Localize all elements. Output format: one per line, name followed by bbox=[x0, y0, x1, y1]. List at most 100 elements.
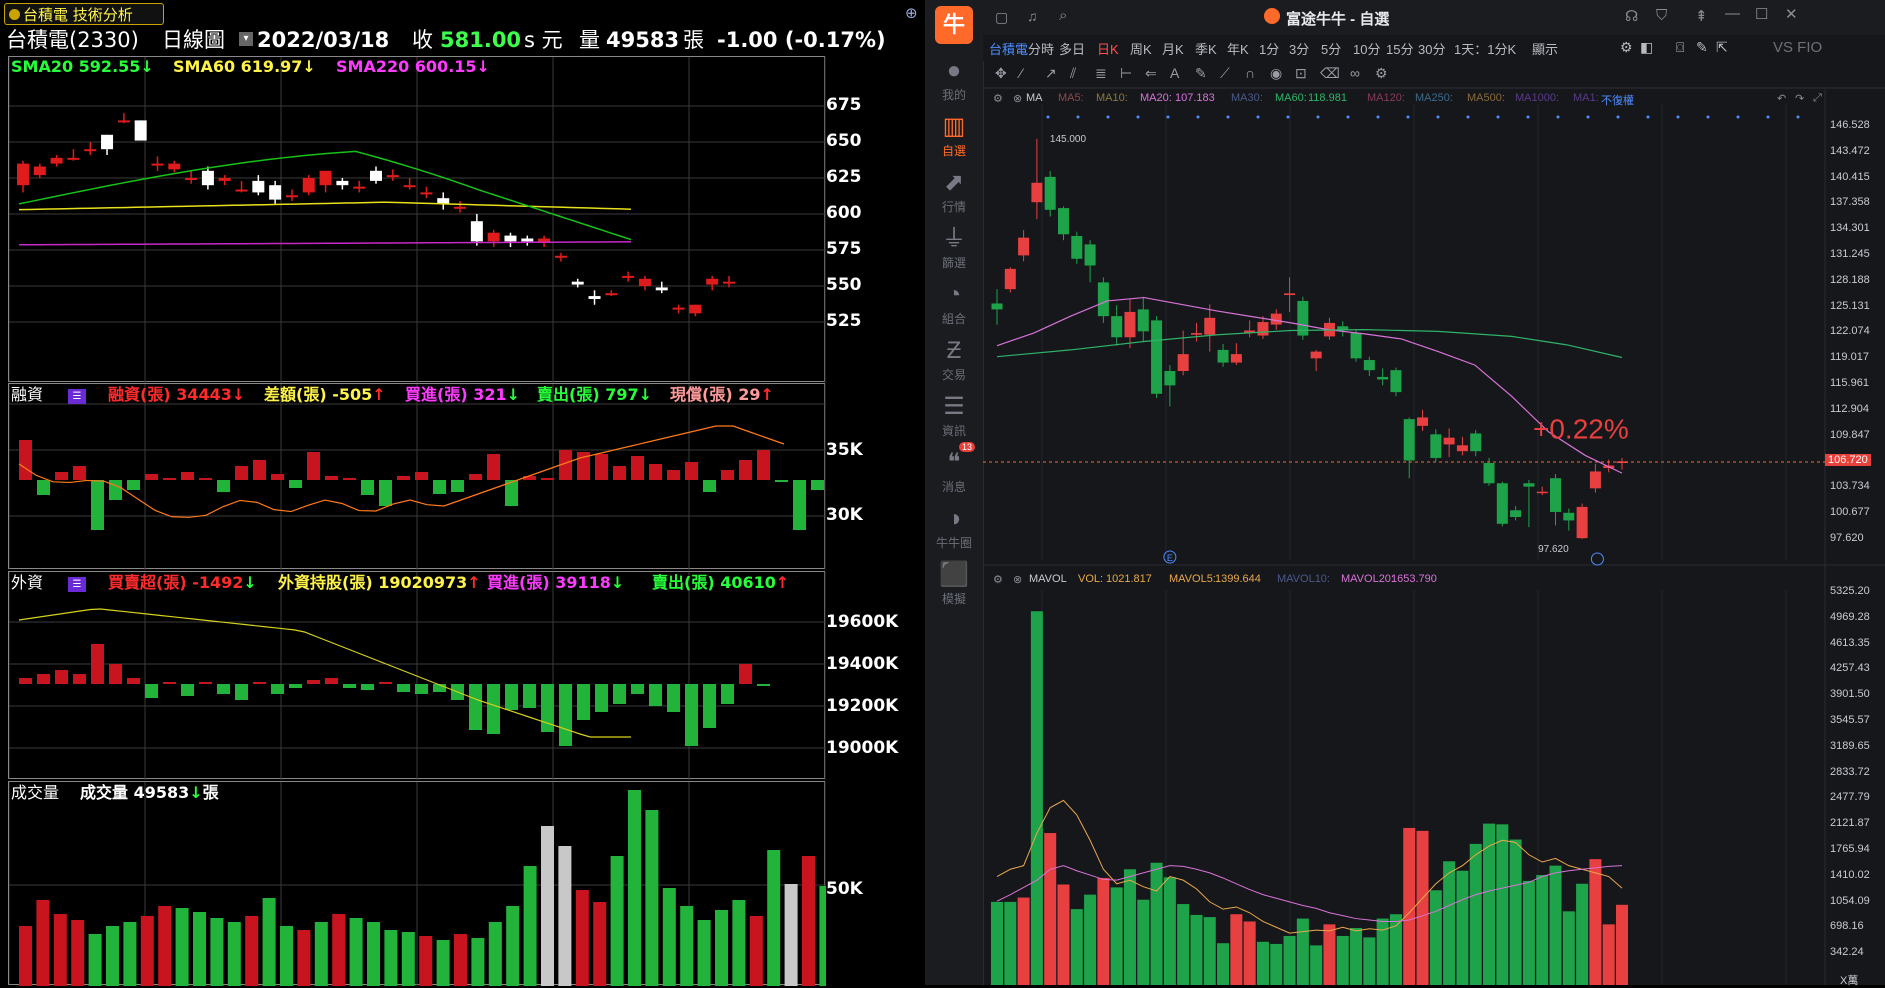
list-icon[interactable]: ☰ bbox=[68, 577, 86, 592]
undo-icon[interactable]: ↶ bbox=[1777, 93, 1787, 105]
settings-icon[interactable]: ⚙ bbox=[1375, 65, 1388, 81]
vol-gear-icon[interactable]: ⚙ bbox=[993, 574, 1003, 586]
timeframe-tab[interactable]: 10分 bbox=[1353, 42, 1381, 57]
vol-close-icon[interactable]: ⊗ bbox=[1013, 574, 1023, 586]
camera-icon[interactable]: ⌼ bbox=[1676, 39, 1685, 55]
text-icon[interactable]: A bbox=[1170, 65, 1180, 81]
lock-icon[interactable]: ⊡ bbox=[1295, 65, 1307, 81]
period-dropdown-icon[interactable]: ▾ bbox=[239, 32, 253, 46]
futu-volume-bar bbox=[1522, 880, 1535, 985]
futu-volume-bar bbox=[1137, 899, 1150, 985]
sidebar-item-8[interactable]: ◑ 牛牛圈 bbox=[925, 506, 983, 551]
mavol5-value: 1399.644 bbox=[1215, 573, 1261, 585]
timeframe-tab[interactable]: 1分 bbox=[1259, 42, 1280, 57]
sidebar-item-6[interactable]: ☰ 資訊 bbox=[925, 394, 983, 439]
bell-icon[interactable]: ♫ bbox=[1027, 8, 1038, 24]
futu-candle-body bbox=[1071, 235, 1083, 259]
channel-icon[interactable]: ⫽ bbox=[1070, 65, 1077, 81]
futu-price-tick: 122.074 bbox=[1830, 325, 1870, 338]
line-icon[interactable]: ⁄ bbox=[1020, 65, 1023, 81]
sidebar-item-9[interactable]: ⬛ 模擬 bbox=[925, 562, 983, 607]
app-title-logo-icon bbox=[1264, 8, 1280, 24]
window-tab[interactable]: 台積電 技術分析 bbox=[4, 3, 164, 25]
tab-title: 台積電 技術分析 bbox=[23, 6, 133, 24]
pin-icon[interactable]: ⇞ bbox=[1695, 8, 1708, 25]
search-icon[interactable]: ⌕ bbox=[1059, 7, 1068, 24]
sidebar-item-5[interactable]: Ƶ 交易 bbox=[925, 338, 983, 383]
timeframe-tab[interactable]: 周K bbox=[1130, 42, 1152, 57]
pattern-icon[interactable]: ⟋ bbox=[1220, 65, 1230, 81]
color-icon[interactable]: ◧ bbox=[1640, 39, 1654, 55]
futu-price-tick: 125.131 bbox=[1830, 299, 1870, 312]
sidebar-item-0[interactable]: ● 我的 bbox=[925, 58, 983, 103]
fullscreen-icon[interactable]: ⤢ bbox=[1813, 92, 1822, 104]
sidebar-item-label: 消息 bbox=[941, 480, 966, 494]
margin-repay-text: 現償(張) 29 bbox=[670, 385, 761, 404]
ma-gear-icon[interactable]: ⚙ bbox=[993, 93, 1003, 105]
sidebar: 牛 ● 我的 ▥ 自選 ⬈ 行情 ⏚ 篩選 ◔ 組合 Ƶ 交易 ☰ 資訊 ❝ 消息 13 ◑ 牛牛圈 ⬛ 模擬 bbox=[925, 0, 984, 985]
volume-bar bbox=[506, 906, 520, 986]
futu-candle-body bbox=[1284, 293, 1296, 296]
timeframe-tab[interactable]: 年K bbox=[1227, 42, 1249, 57]
settings-icon[interactable]: ⚙ bbox=[1620, 39, 1633, 55]
period-label[interactable]: 日線圖 bbox=[162, 28, 225, 52]
margin-diff-text: 差額(張) -505 bbox=[264, 385, 373, 404]
sidebar-item-1[interactable]: ▥ 自選 bbox=[925, 114, 983, 159]
crosshair-icon[interactable]: ✥ bbox=[995, 65, 1007, 81]
timeframe-tab[interactable]: 日K bbox=[1097, 42, 1119, 57]
link-icon[interactable]: ∞ bbox=[1350, 65, 1360, 81]
left-technical-analysis-window: 台積電 技術分析 ⊕ 台積電(2330) 日線圖 ▾ 2022/03/18 收 … bbox=[0, 0, 925, 986]
timeframe-tab[interactable]: 分時 bbox=[1028, 42, 1055, 57]
foreign-bar bbox=[595, 684, 608, 712]
trash-icon[interactable]: ⌫ bbox=[1320, 65, 1340, 81]
app-logo[interactable]: 牛 bbox=[935, 6, 973, 44]
collapse-icon[interactable]: ⇱ bbox=[1716, 39, 1728, 55]
arrow-icon[interactable]: ⇐ bbox=[1145, 65, 1157, 81]
futu-candle-body bbox=[1151, 320, 1163, 394]
ma-close-icon[interactable]: ⊗ bbox=[1013, 93, 1023, 105]
note-icon[interactable]: ✎ bbox=[1195, 65, 1207, 81]
foreign-bar bbox=[523, 684, 536, 708]
timeframe-tab[interactable]: 顯示 bbox=[1532, 42, 1559, 57]
futu-candle-body bbox=[1018, 237, 1030, 256]
marker-dot bbox=[1406, 115, 1410, 119]
sidebar-item-7[interactable]: ❝ 消息 13 bbox=[925, 442, 983, 495]
no-adjust-button[interactable]: 不復權 bbox=[1601, 95, 1634, 107]
eye-icon[interactable]: ◉ bbox=[1270, 65, 1283, 81]
list-icon[interactable]: ☰ bbox=[68, 389, 86, 404]
sidebar-item-2[interactable]: ⬈ 行情 bbox=[925, 170, 983, 215]
fib-icon[interactable]: ≣ bbox=[1095, 65, 1107, 81]
redo-icon[interactable]: ↷ bbox=[1795, 93, 1805, 105]
timeframe-tab[interactable]: 3分 bbox=[1289, 42, 1310, 57]
minimize-icon[interactable]: — bbox=[1725, 5, 1740, 22]
close-icon[interactable]: ✕ bbox=[1785, 6, 1798, 23]
timeframe-tab[interactable]: 5分 bbox=[1321, 42, 1342, 57]
shirt-icon[interactable]: ⛉ bbox=[1656, 7, 1668, 24]
headset-icon[interactable]: ☊ bbox=[1625, 8, 1639, 25]
ray-icon[interactable]: ↗ bbox=[1045, 65, 1057, 81]
magnet-icon[interactable]: ∩ bbox=[1245, 65, 1256, 81]
message-badge: 13 bbox=[959, 442, 976, 452]
timeframe-tab[interactable]: VS FIO bbox=[1773, 39, 1823, 56]
marker-dot bbox=[1136, 115, 1140, 119]
zoom-icon[interactable]: ⊕ bbox=[905, 4, 918, 22]
sidebar-item-3[interactable]: ⏚ 篩選 bbox=[925, 226, 983, 271]
edit-icon[interactable]: ✎ bbox=[1696, 39, 1708, 55]
timeframe-tab[interactable]: 30分 bbox=[1418, 42, 1446, 57]
maximize-icon[interactable]: ☐ bbox=[1755, 6, 1769, 23]
timeframe-tab[interactable]: 台積電 bbox=[989, 42, 1029, 57]
timeframe-tab[interactable]: 多日 bbox=[1059, 42, 1086, 57]
volume-bar bbox=[680, 906, 694, 986]
futu-volume-tick: 3545.57 bbox=[1830, 714, 1870, 726]
timeframe-tab[interactable]: 月K bbox=[1162, 42, 1184, 57]
sidebar-item-4[interactable]: ◔ 組合 bbox=[925, 282, 983, 327]
timeframe-tab[interactable]: 1天：1分K bbox=[1454, 42, 1517, 57]
volume-legend-text: 成交量 49583 bbox=[80, 783, 190, 802]
layout-icon[interactable]: ▢ bbox=[995, 9, 1009, 25]
message-icon: ❝ bbox=[947, 449, 961, 476]
futu-volume-bar bbox=[1602, 924, 1615, 985]
timeframe-tab[interactable]: 15分 bbox=[1386, 42, 1414, 57]
timeframe-tab[interactable]: 季K bbox=[1195, 42, 1217, 57]
measure-icon[interactable]: ⊢ bbox=[1120, 65, 1133, 81]
volume-bar bbox=[819, 886, 826, 986]
